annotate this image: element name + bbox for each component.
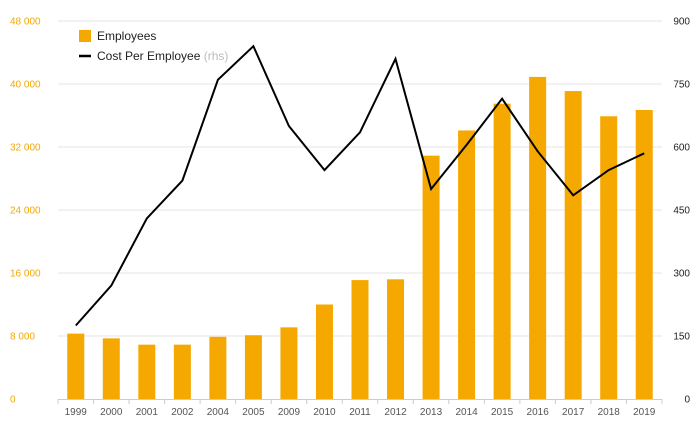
y-left-tick-label: 40 000 [10,80,41,91]
legend-label-cost-per-employee: Cost Per Employee (rhs) [97,49,228,63]
bar-employees [102,338,120,399]
bar-employees [280,327,298,399]
y-right-tick-label: 750 [673,80,690,91]
y-left-tick-label: 32 000 [10,143,41,154]
bar-employees [635,109,653,400]
y-left-tick-label: 16 000 [10,269,41,280]
y-right-tick-label: 900 [673,17,690,28]
y-right-tick-label: 600 [673,143,690,154]
y-left-tick-label: 0 [10,395,16,406]
bar-employees [173,344,191,399]
x-tick-label: 2011 [349,407,371,418]
x-tick-label: 2017 [562,407,585,418]
y-left-tick-label: 8 000 [10,332,35,343]
bar-employees [351,280,369,399]
x-tick-label: 2002 [171,407,194,418]
bar-employees [564,91,582,400]
x-tick-label: 2014 [455,407,478,418]
x-tick-label: 2012 [384,407,407,418]
x-tick-label: 2001 [136,407,159,418]
legend-swatch-employees [79,30,91,42]
bar-employees [458,130,476,399]
y-left-tick-label: 24 000 [10,206,41,217]
x-tick-label: 2013 [420,407,443,418]
x-tick-label: 2018 [598,407,621,418]
x-tick-label: 2005 [242,407,265,418]
x-tick-label: 2015 [491,407,514,418]
bar-employees [600,116,618,399]
bar-employees [529,76,547,399]
x-tick-label: 2000 [100,407,123,418]
x-tick-label: 2010 [313,407,336,418]
y-right-tick-label: 0 [684,395,690,406]
y-left-tick-label: 48 000 [10,17,41,28]
x-tick-label: 2016 [527,407,550,418]
x-tick-label: 2009 [278,407,301,418]
bar-employees [315,304,333,399]
legend: Employees Cost Per Employee (rhs) [79,29,228,63]
bar-employees [138,344,156,399]
x-tick-label: 2019 [633,407,656,418]
bar-employees [493,103,511,399]
bar-employees [422,155,440,399]
bar-employees [244,335,262,399]
bar-employees [209,336,227,399]
bar-employees [67,333,85,399]
y-right-tick-label: 450 [673,206,690,217]
bar-employees [387,279,405,399]
y-right-tick-label: 300 [673,269,690,280]
axis-layer: 0 8 000 16 000 24 000 32 000 40 000 48 000 0 150… [10,17,690,419]
x-tick-label: 1999 [65,407,88,418]
grid-layer [58,20,662,337]
x-tick-label: 2004 [207,407,230,418]
y-right-tick-label: 150 [673,332,690,343]
line-layer [75,44,645,327]
legend-label-employees: Employees [97,29,156,43]
bar-layer [67,76,653,400]
